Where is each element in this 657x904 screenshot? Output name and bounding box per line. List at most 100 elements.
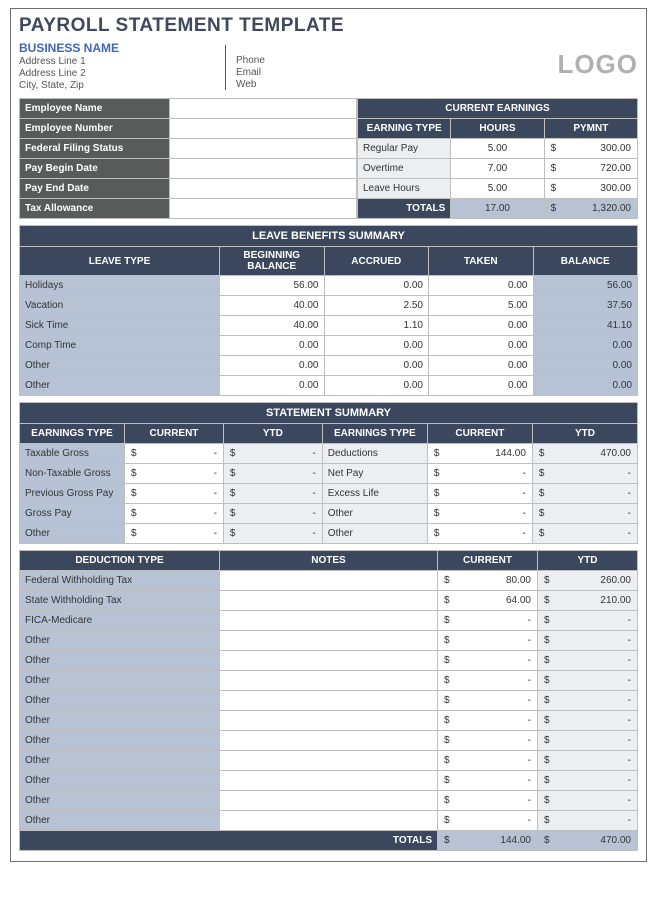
leave-bal: 0.00	[533, 376, 638, 396]
st-right-type: Net Pay	[322, 464, 427, 484]
ded-ytd: $-	[538, 771, 638, 791]
ce-type: Leave Hours	[358, 179, 451, 199]
ded-cur: $-	[438, 711, 538, 731]
st-right-type: Other	[322, 504, 427, 524]
ded-notes[interactable]	[220, 631, 438, 651]
st-left-type: Gross Pay	[20, 504, 125, 524]
statement-table: EARNINGS TYPE CURRENT YTD EARNINGS TYPE …	[19, 423, 638, 544]
current-earnings-table: CURRENT EARNINGS EARNING TYPE HOURS PYMN…	[357, 98, 638, 219]
leave-banner: LEAVE BENEFITS SUMMARY	[19, 225, 638, 246]
st-left-type: Previous Gross Pay	[20, 484, 125, 504]
ce-pymnt: $300.00	[544, 179, 637, 199]
ded-cur: $80.00	[438, 571, 538, 591]
ded-cur: $64.00	[438, 591, 538, 611]
leave-beg-header: BEGINNING BALANCE	[220, 247, 325, 276]
st-right-ytd: $-	[532, 464, 637, 484]
ded-ytd: $-	[538, 611, 638, 631]
ded-type: Other	[20, 791, 220, 811]
deductions-table: DEDUCTION TYPE NOTES CURRENT YTD Federal…	[19, 550, 638, 851]
hours-header: HOURS	[451, 119, 544, 139]
ded-ytd: $-	[538, 651, 638, 671]
address-line-2: Address Line 2	[19, 68, 219, 79]
tax-label: Tax Allowance	[20, 199, 170, 219]
ded-notes[interactable]	[220, 791, 438, 811]
ded-cur: $-	[438, 771, 538, 791]
st-left-type: Non-Taxable Gross	[20, 464, 125, 484]
leave-taken: 0.00	[429, 376, 534, 396]
st-etype-header-l: EARNINGS TYPE	[20, 424, 125, 444]
current-earnings-banner: CURRENT EARNINGS	[358, 99, 638, 119]
outer-frame: PAYROLL STATEMENT TEMPLATE BUSINESS NAME…	[10, 8, 647, 862]
ded-notes[interactable]	[220, 591, 438, 611]
ded-ytd: $-	[538, 731, 638, 751]
leave-taken: 5.00	[429, 296, 534, 316]
leave-type-header: LEAVE TYPE	[20, 247, 220, 276]
page-title: PAYROLL STATEMENT TEMPLATE	[19, 15, 638, 37]
begin-label: Pay Begin Date	[20, 159, 170, 179]
ded-notes[interactable]	[220, 731, 438, 751]
leave-type: Vacation	[20, 296, 220, 316]
ded-notes[interactable]	[220, 711, 438, 731]
st-left-cur: $-	[125, 484, 224, 504]
st-left-ytd: $-	[223, 484, 322, 504]
ce-hours: 5.00	[451, 139, 544, 159]
address-line-1: Address Line 1	[19, 56, 219, 67]
ded-notes[interactable]	[220, 571, 438, 591]
st-ytd-header-r: YTD	[532, 424, 637, 444]
st-cur-header-r: CURRENT	[427, 424, 532, 444]
ded-cur: $-	[438, 691, 538, 711]
ded-notes[interactable]	[220, 751, 438, 771]
earning-type-header: EARNING TYPE	[358, 119, 451, 139]
leave-bal: 0.00	[533, 336, 638, 356]
leave-acc: 0.00	[324, 276, 429, 296]
business-name: BUSINESS NAME	[19, 41, 219, 55]
ded-notes[interactable]	[220, 611, 438, 631]
ded-notes[interactable]	[220, 811, 438, 831]
ce-hours: 7.00	[451, 159, 544, 179]
email-label: Email	[236, 67, 356, 78]
ded-cur: $-	[438, 671, 538, 691]
st-right-ytd: $-	[532, 524, 637, 544]
leave-type: Comp Time	[20, 336, 220, 356]
end-value[interactable]	[170, 179, 357, 199]
statement-banner: STATEMENT SUMMARY	[19, 402, 638, 423]
ded-type-header: DEDUCTION TYPE	[20, 551, 220, 571]
ded-notes[interactable]	[220, 651, 438, 671]
filing-value[interactable]	[170, 139, 357, 159]
ded-ytd: $-	[538, 791, 638, 811]
leave-acc: 0.00	[324, 376, 429, 396]
st-cur-header-l: CURRENT	[125, 424, 224, 444]
ce-type: Regular Pay	[358, 139, 451, 159]
ded-ytd: $260.00	[538, 571, 638, 591]
leave-taken: 0.00	[429, 316, 534, 336]
ded-totals-cur: $144.00	[438, 831, 538, 851]
ce-pymnt: $720.00	[544, 159, 637, 179]
leave-taken-header: TAKEN	[429, 247, 534, 276]
ded-notes[interactable]	[220, 671, 438, 691]
ded-ytd: $-	[538, 811, 638, 831]
emp-num-label: Employee Number	[20, 119, 170, 139]
ded-type: Other	[20, 691, 220, 711]
ce-totals-label: TOTALS	[358, 199, 451, 219]
emp-num-value[interactable]	[170, 119, 357, 139]
ded-notes[interactable]	[220, 771, 438, 791]
leave-bal: 56.00	[533, 276, 638, 296]
st-right-type: Other	[322, 524, 427, 544]
ded-notes[interactable]	[220, 691, 438, 711]
ce-type: Overtime	[358, 159, 451, 179]
st-left-ytd: $-	[223, 524, 322, 544]
st-left-type: Taxable Gross	[20, 444, 125, 464]
st-ytd-header-l: YTD	[223, 424, 322, 444]
st-etype-header-r: EARNINGS TYPE	[322, 424, 427, 444]
st-right-type: Deductions	[322, 444, 427, 464]
leave-acc: 1.10	[324, 316, 429, 336]
ded-ytd: $-	[538, 691, 638, 711]
tax-value[interactable]	[170, 199, 357, 219]
ded-cur-header: CURRENT	[438, 551, 538, 571]
ded-cur: $-	[438, 631, 538, 651]
begin-value[interactable]	[170, 159, 357, 179]
ce-hours: 5.00	[451, 179, 544, 199]
ce-totals-pymnt: $1,320.00	[544, 199, 637, 219]
ded-totals-label: TOTALS	[20, 831, 438, 851]
emp-name-value[interactable]	[170, 99, 357, 119]
